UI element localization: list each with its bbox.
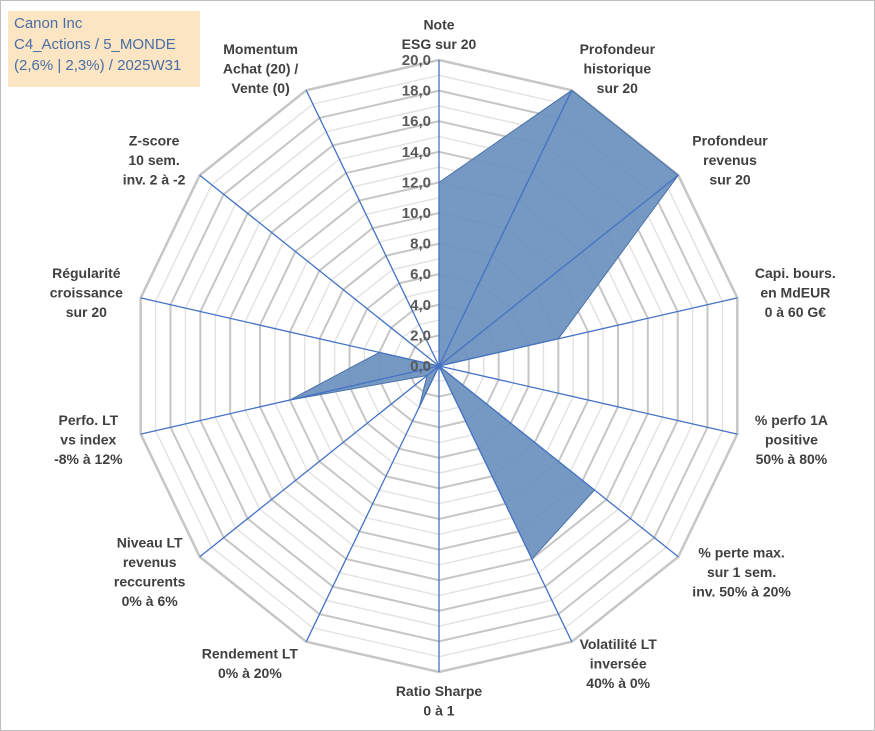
axis-label-line: 0% à 20%	[218, 665, 282, 681]
axis-label-line: Profondeur	[692, 133, 768, 149]
axis-label-line: inv. 2 à -2	[123, 172, 186, 188]
axis-label-line: 40% à 0%	[586, 675, 650, 691]
axis-spoke	[199, 365, 440, 558]
axis-label: Momentum Achat (20) / Vente (0)	[223, 41, 299, 96]
axis-label-line: Z-score	[129, 133, 180, 149]
radar-axis-labels: Note ESG sur 20 Profondeur historique sur 20…	[50, 17, 836, 719]
radial-tick-label: 18,0	[402, 83, 431, 100]
axis-label-line: % perte max.	[698, 544, 784, 560]
axis-label-line: Régularité	[52, 265, 121, 281]
axis-label-line: % perfo 1A	[755, 412, 828, 428]
axis-label: Capi. bours. en MdEUR 0 à 60 G€	[755, 265, 836, 320]
axis-spoke	[305, 90, 440, 367]
axis-label-line: vs index	[60, 431, 116, 447]
axis-label-line: ESG sur 20	[402, 36, 477, 52]
axis-spoke	[438, 365, 573, 642]
axis-label-line: Vente (0)	[231, 80, 289, 96]
axis-spoke	[438, 297, 738, 367]
axis-label-line: 0% à 6%	[122, 593, 179, 609]
radial-tick-label: 6,0	[410, 266, 431, 283]
radial-tick-label: 14,0	[402, 144, 431, 161]
axis-label-line: 0 à 60 G€	[765, 304, 827, 320]
radial-tick-label: 20,0	[402, 52, 431, 69]
axis-label-line: Ratio Sharpe	[396, 683, 483, 699]
axis-spoke	[438, 365, 679, 558]
chart-title-box: Canon Inc C4_Actions / 5_MONDE (2,6% | 2…	[8, 11, 200, 87]
axis-label-line: inv. 50% à 20%	[692, 583, 791, 599]
axis-label-line: Perfo. LT	[59, 412, 119, 428]
radial-tick-label: 0,0	[410, 358, 431, 375]
axis-label-line: Note	[423, 17, 454, 33]
axis-label-line: -8% à 12%	[54, 451, 123, 467]
radial-tick-label: 16,0	[402, 113, 431, 130]
axis-label-line: sur 1 sem.	[707, 564, 776, 580]
axis-label: Ratio Sharpe 0 à 1	[396, 683, 483, 719]
axis-label-line: Rendement LT	[202, 646, 299, 662]
axis-spoke	[140, 365, 440, 435]
axis-label-line: 0 à 1	[423, 703, 454, 719]
axis-label-line: croissance	[50, 285, 123, 301]
axis-label: % perte max. sur 1 sem. inv. 50% à 20%	[692, 544, 791, 599]
axis-label: Profondeur historique sur 20	[580, 41, 656, 96]
radial-tick-label: 10,0	[402, 205, 431, 222]
axis-spoke	[199, 174, 440, 367]
title-category: C4_Actions / 5_MONDE	[14, 36, 176, 53]
axis-spoke	[305, 365, 440, 642]
axis-label-line: 10 sem.	[128, 152, 179, 168]
axis-label-line: positive	[765, 431, 818, 447]
axis-spoke	[438, 365, 738, 435]
radial-tick-label: 4,0	[410, 297, 431, 314]
axis-label-line: Niveau LT	[117, 535, 183, 551]
axis-label-line: Capi. bours.	[755, 265, 836, 281]
radial-tick-label: 8,0	[410, 236, 431, 253]
axis-label-line: Volatilité LT	[580, 636, 658, 652]
axis-label-line: sur 20	[709, 172, 750, 188]
axis-label: Note ESG sur 20	[402, 17, 477, 53]
axis-label: Volatilité LT inversée 40% à 0%	[580, 636, 658, 691]
title-company: Canon Inc	[14, 15, 83, 32]
axis-label-line: reccurents	[114, 574, 186, 590]
radial-tick-label: 12,0	[402, 174, 431, 191]
axis-label-line: Profondeur	[580, 41, 656, 57]
axis-label-line: revenus	[703, 152, 757, 168]
axis-label-line: 50% à 80%	[756, 451, 828, 467]
axis-label-line: historique	[583, 61, 651, 77]
axis-label: % perfo 1A positive 50% à 80%	[755, 412, 828, 467]
axis-spoke	[438, 90, 573, 367]
axis-spoke	[438, 174, 679, 367]
axis-label-line: Momentum	[223, 41, 298, 57]
axis-label-line: sur 20	[66, 304, 107, 320]
axis-label-line: sur 20	[597, 80, 638, 96]
axis-label: Perfo. LT vs index -8% à 12%	[54, 412, 123, 467]
axis-label-line: inversée	[590, 655, 647, 671]
radial-tick-label: 2,0	[410, 327, 431, 344]
radar-axes	[140, 60, 738, 672]
title-perf-week: (2,6% | 2,3%) / 2025W31	[14, 57, 182, 74]
radar-tick-labels: 0,0 2,0 4,0 6,0 8,0 10,0 12,0 14,0 16,0 18,0 20,0	[402, 52, 431, 375]
axis-label-line: revenus	[123, 554, 177, 570]
axis-label-line: Achat (20) /	[223, 61, 299, 77]
axis-label: Régularité croissance sur 20	[50, 265, 123, 320]
axis-label: Z-score 10 sem. inv. 2 à -2	[123, 133, 186, 188]
axis-label-line: en MdEUR	[760, 285, 830, 301]
axis-label: Niveau LT revenus reccurents 0% à 6%	[114, 535, 186, 610]
axis-label: Profondeur revenus sur 20	[692, 133, 768, 188]
axis-label: Rendement LT 0% à 20%	[202, 646, 299, 682]
axis-spoke	[140, 297, 440, 367]
